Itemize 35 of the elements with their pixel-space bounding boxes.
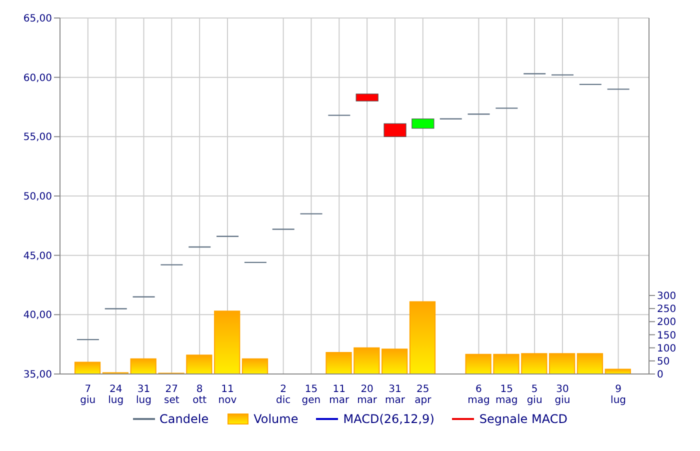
y2-tick-label: 0 <box>657 370 664 381</box>
x-tick-label: 25 apr <box>414 384 432 406</box>
x-tick-label: 6 mag <box>468 384 490 406</box>
legend-label: Volume <box>254 412 298 426</box>
y-tick-label: 55,00 <box>23 132 52 144</box>
y2-tick-label: 200 <box>657 317 676 328</box>
y2-tick-label: 300 <box>657 291 676 302</box>
y-tick-label: 45,00 <box>23 250 52 262</box>
x-tick-label: 9 lug <box>610 384 626 406</box>
y-tick-label: 35,00 <box>23 370 52 381</box>
legend-label: MACD(26,12,9) <box>343 412 434 426</box>
y-tick-label: 60,00 <box>23 72 52 84</box>
x-tick-label: 31 lug <box>136 384 152 406</box>
x-tick-label: 11 nov <box>218 384 237 406</box>
x-tick-label: 11 mar <box>329 384 350 406</box>
y-tick-label: 40,00 <box>23 310 52 322</box>
y-tick-label: 65,00 <box>23 14 52 25</box>
x-tick-label: 30 giu <box>554 384 570 406</box>
y2-tick-label: 50 <box>657 356 670 368</box>
x-tick-label: 15 gen <box>302 384 321 406</box>
x-tick-label: 27 set <box>164 384 180 406</box>
x-tick-label: 20 mar <box>357 384 378 406</box>
legend-label: Candele <box>160 412 209 426</box>
x-tick-label: 24 lug <box>108 384 124 406</box>
y2-tick-label: 250 <box>657 304 676 316</box>
y-tick-label: 50,00 <box>23 192 52 203</box>
x-tick-label: 2 dic <box>276 384 291 406</box>
x-tick-label: 8 ott <box>192 384 207 406</box>
y2-tick-label: 150 <box>657 330 676 342</box>
y2-tick-label: 100 <box>657 343 676 354</box>
x-tick-label: 5 giu <box>526 384 542 406</box>
x-tick-label: 31 mar <box>384 384 406 406</box>
x-tick-label: 15 mag <box>496 384 518 406</box>
legend-label: Segnale MACD <box>479 412 568 426</box>
x-tick-label: 7 giu <box>80 384 96 406</box>
